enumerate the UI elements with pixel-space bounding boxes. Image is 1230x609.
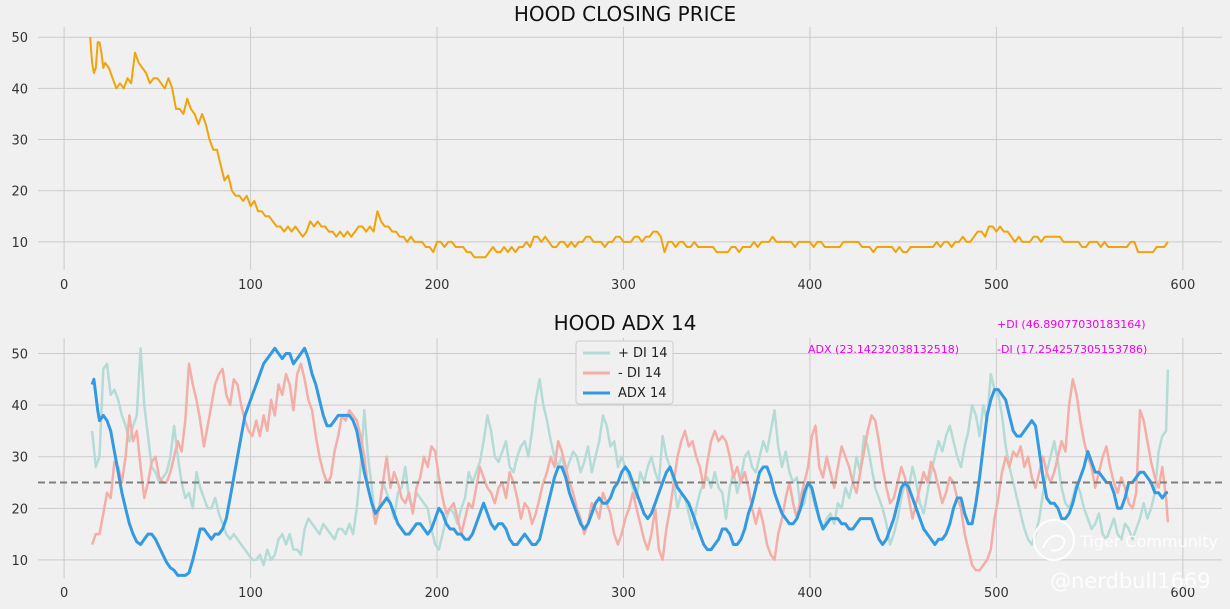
y-tick-label: 20 — [11, 185, 28, 200]
y-tick-label: 10 — [11, 236, 28, 251]
x-tick-label: 400 — [798, 586, 823, 601]
x-tick-label: 200 — [425, 278, 450, 293]
y-tick-label: 10 — [11, 554, 28, 569]
price-series — [89, 37, 1169, 259]
x-tick-label: 0 — [60, 278, 68, 293]
x-tick-label: 100 — [238, 278, 263, 293]
legend-box — [575, 340, 674, 405]
price-chart-title: HOOD CLOSING PRICE — [514, 2, 736, 26]
y-tick-label: 30 — [11, 451, 28, 466]
series-line-di-14 — [90, 347, 1170, 567]
adx-y-ticks: 10 20 30 40 50 — [11, 347, 28, 568]
x-tick-label: 500 — [984, 586, 1009, 601]
x-tick-label: 300 — [611, 586, 636, 601]
series-line-price — [89, 37, 1169, 259]
legend-label-plus-di: + DI 14 — [618, 346, 668, 361]
y-tick-label: 40 — [11, 82, 28, 97]
x-tick-label: 0 — [60, 586, 68, 601]
x-tick-label: 600 — [1170, 586, 1195, 601]
legend-label-adx: ADX 14 — [618, 386, 666, 401]
adx-panel: 0 100 200 300 400 500 600 10 20 30 40 50 HOOD ADX … — [11, 311, 1222, 601]
adx-series — [90, 346, 1170, 577]
price-grid — [38, 27, 1222, 270]
watermark-handle: @nerdbull1669 — [1050, 569, 1211, 593]
price-x-ticks: 0 100 200 300 400 500 600 — [60, 278, 1195, 293]
x-tick-label: 400 — [798, 278, 823, 293]
series-line-di-14 — [90, 362, 1170, 572]
price-y-ticks: 10 20 30 40 50 — [11, 31, 28, 251]
watermark-community: Tiger Community — [1079, 532, 1218, 551]
minus-di-annotation: -DI (17.254257305153786) — [997, 343, 1147, 356]
y-tick-label: 20 — [11, 502, 28, 517]
y-tick-label: 50 — [11, 347, 28, 362]
watermark: Tiger Community @nerdbull1669 — [1033, 519, 1218, 593]
tiger-logo-icon — [1033, 519, 1075, 561]
series-line-adx-14 — [90, 346, 1169, 577]
x-tick-label: 500 — [984, 278, 1009, 293]
x-tick-label: 600 — [1170, 278, 1195, 293]
adx-chart-title: HOOD ADX 14 — [554, 311, 697, 335]
plus-di-annotation: +DI (46.89077030183164) — [997, 318, 1145, 331]
y-tick-label: 50 — [11, 31, 28, 46]
x-tick-label: 300 — [611, 278, 636, 293]
y-tick-label: 30 — [11, 134, 28, 149]
adx-annotation: ADX (23.14232038132518) — [808, 343, 959, 356]
legend: + DI 14 - DI 14 ADX 14 — [575, 340, 674, 405]
x-tick-label: 100 — [238, 586, 263, 601]
legend-label-minus-di: - DI 14 — [618, 366, 661, 381]
adx-x-ticks: 0 100 200 300 400 500 600 — [60, 586, 1195, 601]
price-panel: 0 100 200 300 400 500 600 10 20 30 40 50 HOOD CLOS… — [11, 2, 1222, 293]
y-tick-label: 40 — [11, 399, 28, 414]
x-tick-label: 200 — [425, 586, 450, 601]
